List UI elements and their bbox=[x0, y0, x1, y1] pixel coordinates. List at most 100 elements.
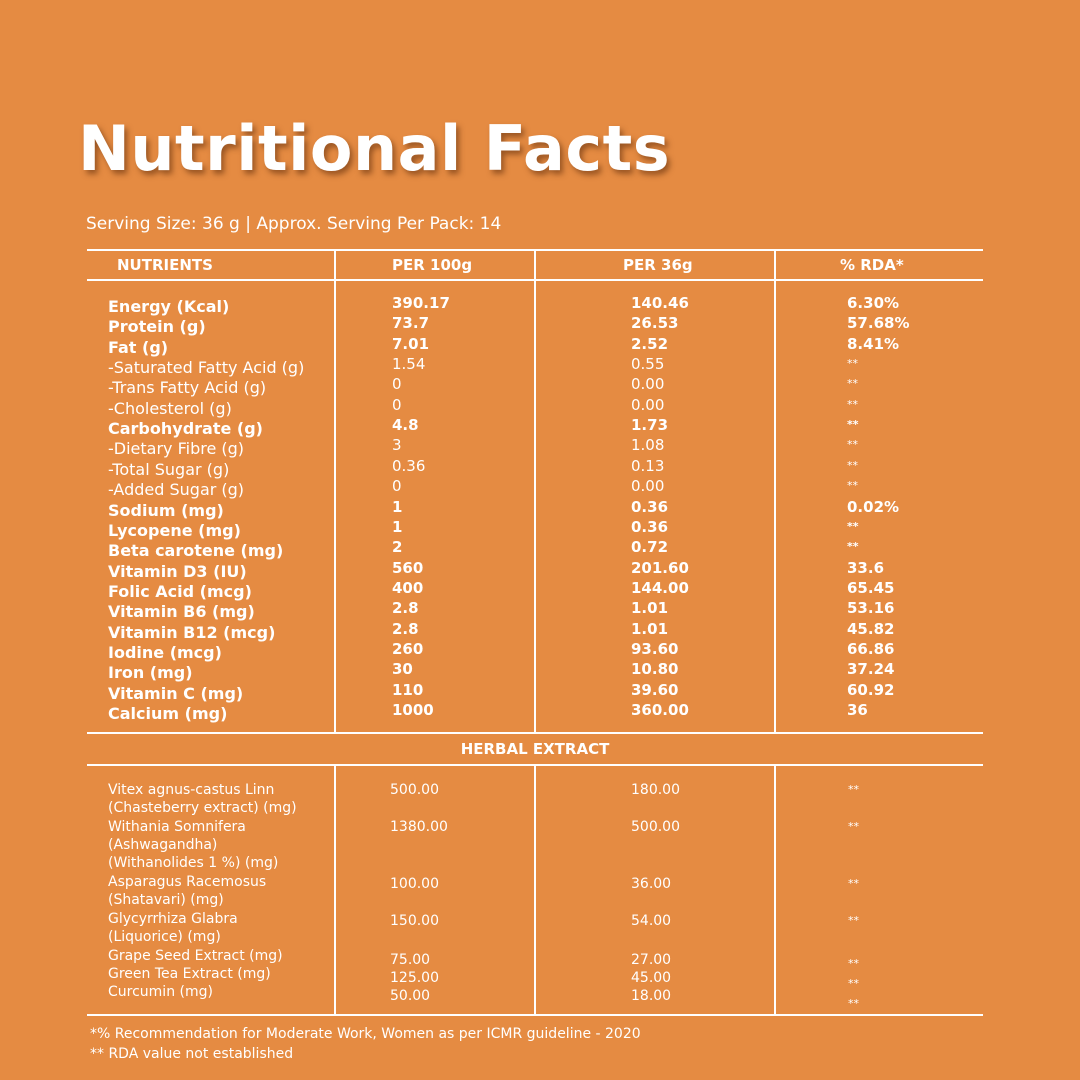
nutrient-name: Carbohydrate (g) bbox=[108, 419, 263, 439]
nutrient-per-36g: 0.36 bbox=[631, 497, 669, 516]
nutrient-per-36g: 0.13 bbox=[631, 456, 665, 475]
nutrient-name: Lycopene (mg) bbox=[108, 520, 241, 540]
herbal-name: Curcumin (mg) bbox=[108, 984, 213, 1000]
herbal-name: (Ashwagandha) bbox=[108, 837, 218, 853]
herbal-divider-1 bbox=[334, 764, 336, 1015]
herbal-per-100g: 1380.00 bbox=[390, 819, 448, 835]
column-divider-3 bbox=[774, 249, 776, 733]
nutrient-rda: ** bbox=[847, 519, 859, 533]
herbal-name: Grape Seed Extract (mg) bbox=[108, 948, 283, 964]
nutrient-name: -Total Sugar (g) bbox=[108, 459, 230, 479]
herbal-per-100g: 50.00 bbox=[390, 988, 431, 1004]
nutrient-per-100g: 560 bbox=[392, 558, 424, 577]
nutrient-per-36g: 0.00 bbox=[631, 375, 665, 394]
herbal-per-36g: 54.00 bbox=[631, 913, 672, 929]
nutrient-per-36g: 93.60 bbox=[631, 639, 679, 658]
herbal-rda: ** bbox=[848, 957, 859, 970]
herbal-per-100g: 75.00 bbox=[390, 952, 431, 968]
herbal-per-100g: 150.00 bbox=[390, 913, 439, 929]
nutrient-name: Vitamin B12 (mcg) bbox=[108, 622, 276, 642]
nutrient-name: Vitamin C (mg) bbox=[108, 683, 244, 703]
nutrient-rda: 36 bbox=[847, 701, 868, 719]
nutrient-name: Iodine (mcg) bbox=[108, 642, 222, 662]
nutrient-name: Sodium (mg) bbox=[108, 500, 224, 520]
nutrient-rda: ** bbox=[847, 479, 858, 493]
nutrient-per-36g: 1.01 bbox=[631, 619, 669, 638]
herbal-name: Asparagus Racemosus bbox=[108, 874, 267, 890]
herbal-name: (Withanolides 1 %) (mg) bbox=[108, 855, 279, 871]
nutrient-per-100g: 2.8 bbox=[392, 599, 419, 618]
nutrient-name: Protein (g) bbox=[108, 317, 206, 337]
nutrient-per-100g: 400 bbox=[392, 578, 424, 597]
herbal-rda: ** bbox=[848, 820, 859, 833]
herbal-rda: ** bbox=[848, 997, 859, 1010]
nutrient-rda: 57.68% bbox=[847, 314, 910, 333]
herbal-name: Withania Somnifera bbox=[108, 819, 246, 835]
herbal-extract-heading: HERBAL EXTRACT bbox=[460, 740, 610, 758]
nutrient-per-36g: 201.60 bbox=[631, 558, 689, 577]
nutrient-per-36g: 26.53 bbox=[631, 314, 679, 333]
nutrient-name: -Saturated Fatty Acid (g) bbox=[108, 358, 305, 378]
nutrient-per-36g: 10.80 bbox=[631, 660, 679, 679]
nutrient-rda: 65.45 bbox=[847, 578, 895, 597]
serving-info: Serving Size: 36 g | Approx. Serving Per… bbox=[86, 214, 502, 234]
nutrient-rda: ** bbox=[847, 438, 858, 452]
header-per-100g: PER 100g bbox=[392, 256, 473, 274]
nutrient-rda: ** bbox=[847, 377, 858, 391]
nutrient-rda: ** bbox=[847, 418, 859, 432]
herbal-name: Vitex agnus-castus Linn bbox=[108, 782, 275, 798]
nutrient-per-36g: 0.00 bbox=[631, 477, 665, 496]
herbal-divider-2 bbox=[534, 764, 536, 1015]
nutrient-per-100g: 0 bbox=[392, 477, 402, 496]
herbal-per-100g: 100.00 bbox=[390, 876, 439, 892]
nutrient-per-36g: 360.00 bbox=[631, 701, 689, 719]
page-title: Nutritional Facts bbox=[78, 112, 671, 185]
nutrient-rda: ** bbox=[847, 540, 859, 554]
nutrient-name: Vitamin D3 (IU) bbox=[108, 561, 247, 581]
nutrient-rda: 45.82 bbox=[847, 619, 895, 638]
nutrient-name: Fat (g) bbox=[108, 337, 169, 357]
herbal-per-36g: 36.00 bbox=[631, 876, 672, 892]
nutrient-per-36g: 2.52 bbox=[631, 334, 669, 353]
footnote-not-established: ** RDA value not established bbox=[90, 1046, 294, 1062]
nutrient-name: Iron (mg) bbox=[108, 663, 193, 683]
herbal-name: Glycyrrhiza Glabra bbox=[108, 911, 238, 927]
nutrient-per-36g: 144.00 bbox=[631, 578, 689, 597]
nutrient-per-100g: 0.36 bbox=[392, 456, 426, 475]
nutrient-per-36g: 0.00 bbox=[631, 395, 665, 414]
nutrient-per-100g: 0 bbox=[392, 395, 402, 414]
column-divider-1 bbox=[334, 249, 336, 733]
herbal-per-100g: 125.00 bbox=[390, 970, 439, 986]
nutrient-name: Folic Acid (mcg) bbox=[108, 581, 252, 601]
nutrient-per-100g: 2 bbox=[392, 538, 403, 557]
nutrient-per-36g: 1.73 bbox=[631, 416, 669, 435]
nutrient-rda: 53.16 bbox=[847, 599, 895, 618]
herbal-rda: ** bbox=[848, 783, 859, 796]
nutrient-per-36g: 140.46 bbox=[631, 294, 689, 312]
nutrient-rda: 33.6 bbox=[847, 558, 885, 577]
nutrient-per-100g: 1.54 bbox=[392, 355, 426, 374]
nutrient-rda: 0.02% bbox=[847, 497, 900, 516]
nutrient-rda: ** bbox=[847, 397, 858, 411]
herbal-per-36g: 180.00 bbox=[631, 782, 680, 798]
nutrient-name: -Trans Fatty Acid (g) bbox=[108, 378, 267, 398]
nutrient-rda: 37.24 bbox=[847, 660, 895, 679]
nutrients-bottom-border bbox=[87, 732, 983, 734]
nutrient-per-36g: 0.72 bbox=[631, 538, 669, 557]
header-nutrients: NUTRIENTS bbox=[117, 256, 213, 274]
nutrient-per-36g: 1.08 bbox=[631, 436, 665, 455]
herbal-name: Green Tea Extract (mg) bbox=[108, 966, 271, 982]
nutrient-per-36g: 1.01 bbox=[631, 599, 669, 618]
herbal-rda: ** bbox=[848, 914, 859, 927]
nutrient-name: Beta carotene (mg) bbox=[108, 541, 284, 561]
header-per-36g: PER 36g bbox=[623, 256, 693, 274]
nutrient-rda: 60.92 bbox=[847, 680, 895, 699]
nutrient-name: -Cholesterol (g) bbox=[108, 398, 232, 418]
herbal-name: (Liquorice) (mg) bbox=[108, 929, 221, 945]
nutrient-per-100g: 0 bbox=[392, 375, 402, 394]
herbal-per-36g: 18.00 bbox=[631, 988, 672, 1004]
nutrient-per-36g: 0.36 bbox=[631, 517, 669, 536]
nutrient-name: -Dietary Fibre (g) bbox=[108, 439, 245, 459]
nutrient-per-100g: 1 bbox=[392, 497, 403, 516]
nutrient-per-100g: 4.8 bbox=[392, 416, 419, 435]
